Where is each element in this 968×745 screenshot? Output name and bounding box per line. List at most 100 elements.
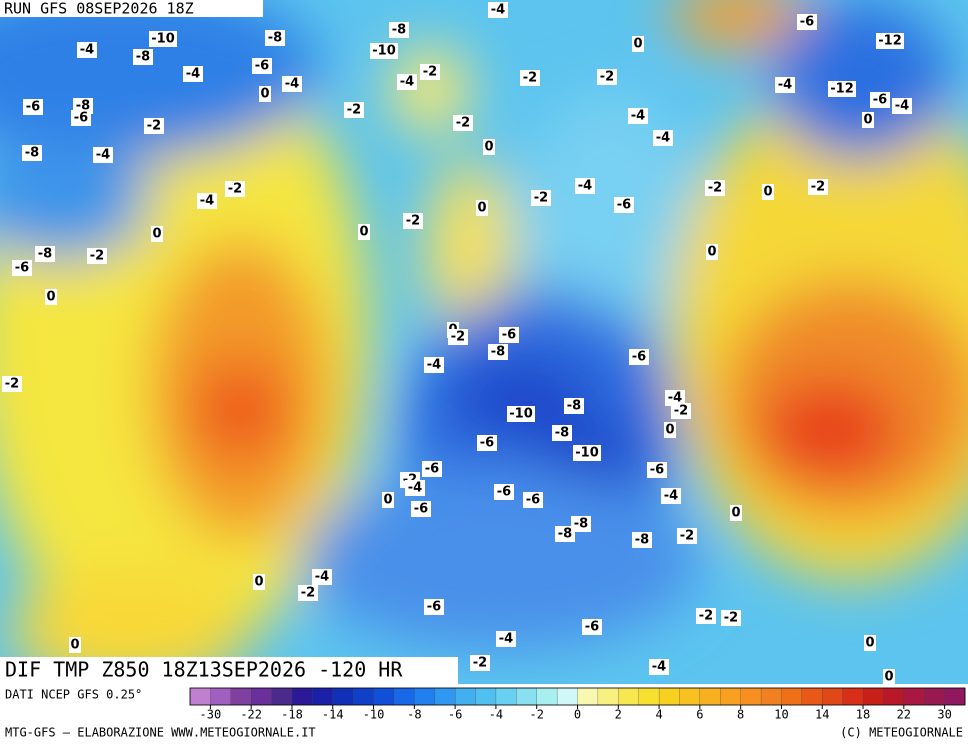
contour-label: -6	[632, 350, 646, 365]
label-box	[520, 70, 540, 86]
contour-label: -10	[151, 32, 175, 47]
contour-label: -8	[558, 527, 572, 542]
contour-label: -8	[555, 426, 569, 441]
contour-label: -6	[497, 485, 511, 500]
tick-label: 8	[737, 708, 744, 722]
contour-label: -6	[650, 463, 664, 478]
swatch	[822, 687, 844, 706]
contour-label: 0	[359, 225, 368, 240]
swatch	[393, 687, 415, 706]
label-box	[344, 102, 364, 118]
swatch	[618, 687, 640, 706]
label-box	[864, 635, 876, 651]
label-box	[671, 403, 691, 419]
label-box	[892, 98, 912, 114]
label-box	[870, 92, 890, 108]
contour-label: 0	[484, 140, 493, 155]
contour-label: -8	[136, 50, 150, 65]
label-box	[499, 327, 519, 343]
label-box	[552, 425, 572, 441]
contour-label: -4	[408, 481, 422, 496]
label-box	[403, 213, 423, 229]
label-box	[575, 178, 595, 194]
map-field	[0, 0, 968, 684]
label-box	[647, 462, 667, 478]
label-box	[730, 505, 742, 521]
contour-label: -4	[578, 179, 592, 194]
label-box	[149, 31, 177, 47]
contour-label: -2	[523, 71, 537, 86]
tick-label: -14	[322, 708, 344, 722]
contour-label: -8	[574, 517, 588, 532]
label-box	[862, 112, 874, 128]
contour-label: -4	[631, 109, 645, 124]
contour-label: -2	[708, 181, 722, 196]
contour-label: -2	[724, 611, 738, 626]
contour-label: 0	[254, 575, 263, 590]
label-box	[225, 181, 245, 197]
label-box	[582, 619, 602, 635]
label-box	[597, 69, 617, 85]
contour-label: 0	[884, 670, 893, 685]
swatch	[271, 687, 293, 706]
contour-label: -6	[74, 111, 88, 126]
swatch	[658, 687, 680, 706]
contour-label: -2	[347, 103, 361, 118]
label-box	[477, 435, 497, 451]
label-box	[197, 193, 217, 209]
label-box	[706, 244, 718, 260]
label-box	[453, 115, 473, 131]
tick-label: -4	[489, 708, 503, 722]
label-box	[424, 599, 444, 615]
swatch	[230, 687, 252, 706]
swatch	[475, 687, 497, 706]
contour-label: -4	[664, 489, 678, 504]
swatch	[883, 687, 905, 706]
contour-label: -2	[423, 65, 437, 80]
swatch	[924, 687, 946, 706]
contour-label: -4	[668, 391, 682, 406]
contour-label: -2	[680, 529, 694, 544]
contour-label: -4	[652, 660, 666, 675]
label-box	[632, 36, 644, 52]
label-box	[488, 344, 508, 360]
swatch	[434, 687, 456, 706]
contour-label: -4	[186, 67, 200, 82]
contour-label: -2	[811, 180, 825, 195]
contour-label: -6	[26, 100, 40, 115]
swatch	[495, 687, 517, 706]
contour-label: -6	[526, 493, 540, 508]
label-box	[531, 190, 551, 206]
contour-label: -6	[585, 620, 599, 635]
label-box	[397, 74, 417, 90]
contour-label: 0	[70, 638, 79, 653]
credit: MTG-GFS — ELABORAZIONE WWW.METEOGIORNALE…	[5, 726, 316, 740]
swatch	[332, 687, 354, 706]
label-box	[420, 64, 440, 80]
label-box	[649, 659, 669, 675]
label-box	[133, 49, 153, 65]
contour-label: -4	[80, 43, 94, 58]
label-box	[2, 376, 22, 392]
tick-label: -8	[407, 708, 421, 722]
label-box	[564, 398, 584, 414]
contour-label: -6	[425, 462, 439, 477]
label-box	[77, 42, 97, 58]
swatch	[699, 687, 721, 706]
contour-label: -4	[778, 78, 792, 93]
tick-label: 0	[574, 708, 581, 722]
contour-label: 0	[863, 113, 872, 128]
label-box	[411, 501, 431, 517]
tick-label: -10	[363, 708, 385, 722]
label-box	[677, 528, 697, 544]
label-box	[12, 260, 32, 276]
label-box	[144, 118, 164, 134]
contour-label: -4	[427, 358, 441, 373]
swatch	[210, 687, 232, 706]
label-box	[265, 30, 285, 46]
tick-label: -22	[240, 708, 262, 722]
label-box	[87, 248, 107, 264]
contour-label: -2	[451, 330, 465, 345]
contour-label: -6	[617, 198, 631, 213]
